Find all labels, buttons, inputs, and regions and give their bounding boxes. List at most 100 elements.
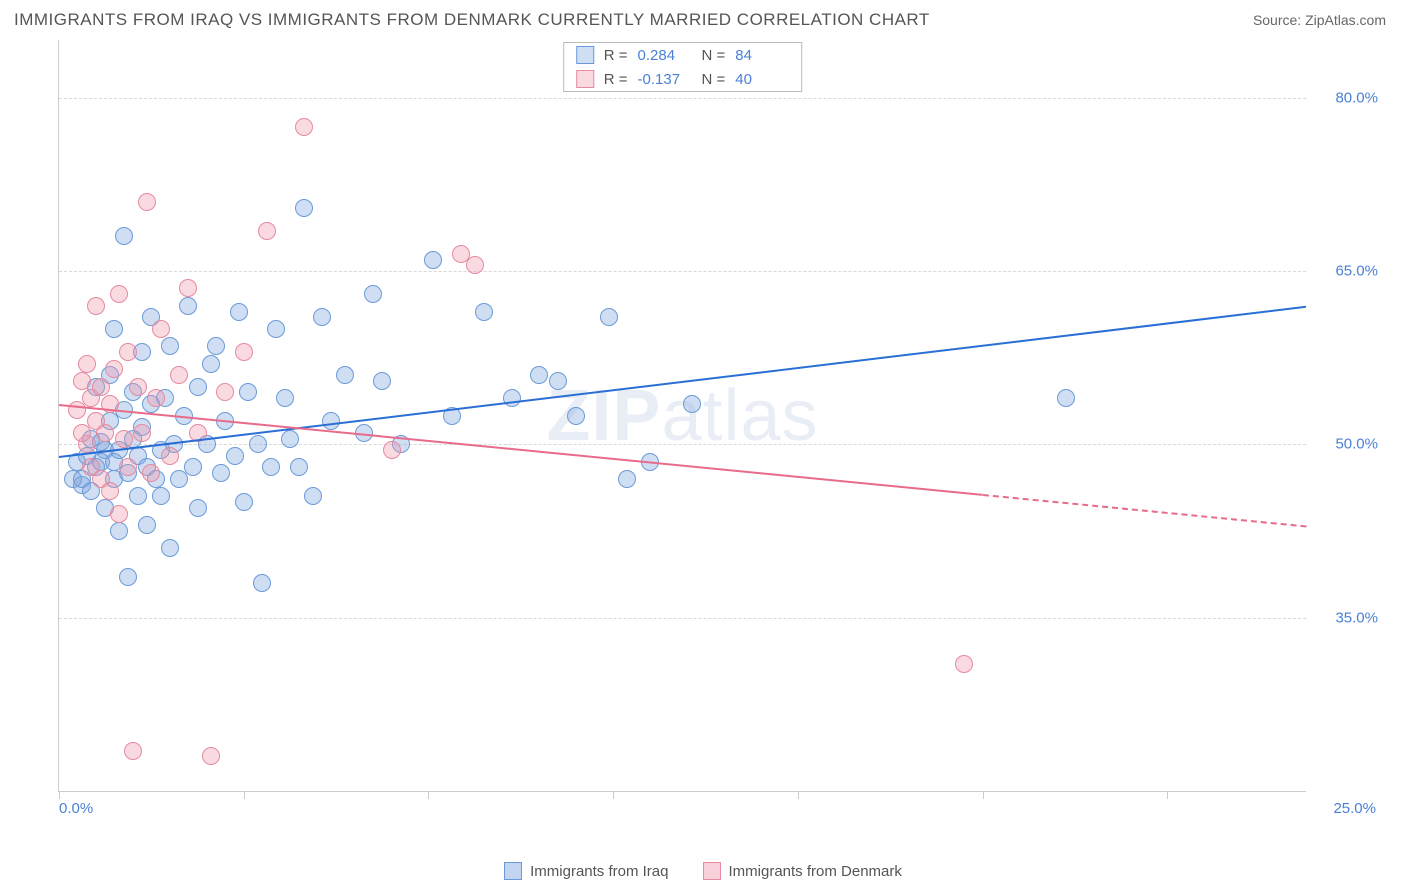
data-point [290,458,308,476]
data-point [313,308,331,326]
data-point [161,539,179,557]
data-point [600,308,618,326]
gridline [59,98,1306,99]
data-point [147,389,165,407]
legend-swatch [576,46,594,64]
data-point [249,435,267,453]
data-point [179,279,197,297]
data-point [258,222,276,240]
data-point [530,366,548,384]
data-point [253,574,271,592]
data-point [78,355,96,373]
data-point [142,464,160,482]
gridline [59,271,1306,272]
data-point [179,297,197,315]
x-tick [983,791,984,799]
data-point [124,742,142,760]
data-point [212,464,230,482]
data-point [115,430,133,448]
chart-container: ZIPatlas R =0.284N =84R =-0.137N =40 35.… [14,40,1386,822]
data-point [202,747,220,765]
n-label: N = [702,71,726,88]
n-value: 84 [735,47,789,64]
data-point [119,343,137,361]
plot-area: ZIPatlas R =0.284N =84R =-0.137N =40 35.… [58,40,1306,792]
data-point [267,320,285,338]
data-point [129,487,147,505]
data-point [466,256,484,274]
r-label: R = [604,71,628,88]
data-point [170,366,188,384]
n-value: 40 [735,71,789,88]
data-point [184,458,202,476]
data-point [503,389,521,407]
data-point [295,199,313,217]
data-point [152,320,170,338]
gridline [59,444,1306,445]
data-point [161,337,179,355]
data-point [119,458,137,476]
data-point [235,493,253,511]
data-point [73,372,91,390]
data-point [235,343,253,361]
r-value: 0.284 [638,47,692,64]
r-label: R = [604,47,628,64]
y-tick-label: 65.0% [1314,263,1378,280]
data-point [230,303,248,321]
data-point [373,372,391,390]
r-value: -0.137 [638,71,692,88]
data-point [683,395,701,413]
data-point [105,360,123,378]
x-tick [244,791,245,799]
data-point [129,378,147,396]
source-label: Source: ZipAtlas.com [1253,12,1386,28]
header: IMMIGRANTS FROM IRAQ VS IMMIGRANTS FROM … [0,0,1406,36]
legend-stat-row: R = -0.137 N = 40 [564,67,802,91]
data-point [226,447,244,465]
legend-item: Immigrants from Denmark [703,862,902,880]
data-point [87,297,105,315]
x-tick [428,791,429,799]
legend-stats: R = 0.284 N = 84 R = -0.137 N = 40 [563,42,803,92]
data-point [336,366,354,384]
data-point [618,470,636,488]
data-point [239,383,257,401]
data-point [475,303,493,321]
data-point [133,424,151,442]
x-axis-max-label: 25.0% [1333,800,1376,817]
data-point [110,285,128,303]
data-point [110,505,128,523]
data-point [138,193,156,211]
data-point [189,378,207,396]
data-point [567,407,585,425]
legend-stat-row: R = 0.284 N = 84 [564,43,802,67]
data-point [364,285,382,303]
data-point [161,447,179,465]
x-axis-min-label: 0.0% [59,800,93,817]
data-point [189,499,207,517]
data-point [424,251,442,269]
data-point [281,430,299,448]
legend-item: Immigrants from Iraq [504,862,668,880]
y-tick-label: 35.0% [1314,609,1378,626]
x-tick [59,791,60,799]
data-point [549,372,567,390]
n-label: N = [702,47,726,64]
x-tick [1167,791,1168,799]
data-point [152,487,170,505]
data-point [105,320,123,338]
data-point [1057,389,1075,407]
data-point [73,424,91,442]
legend-swatch [576,70,594,88]
data-point [262,458,280,476]
data-point [276,389,294,407]
data-point [383,441,401,459]
legend-swatch [703,862,721,880]
data-point [101,482,119,500]
data-point [295,118,313,136]
trend-line [59,306,1306,458]
data-point [322,412,340,430]
legend-swatch [504,862,522,880]
trend-line [59,404,983,496]
y-tick-label: 50.0% [1314,436,1378,453]
